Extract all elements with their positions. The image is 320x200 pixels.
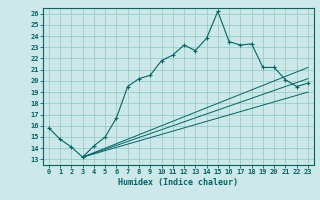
X-axis label: Humidex (Indice chaleur): Humidex (Indice chaleur) <box>118 178 238 187</box>
